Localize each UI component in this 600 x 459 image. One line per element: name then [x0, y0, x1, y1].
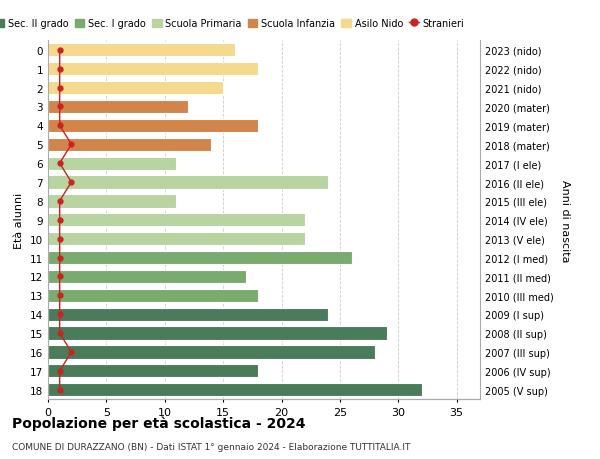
Bar	[48, 82, 223, 95]
Bar	[48, 63, 258, 76]
Bar	[48, 289, 258, 302]
Bar	[48, 176, 328, 189]
Bar	[48, 195, 176, 208]
Y-axis label: Anni di nascita: Anni di nascita	[560, 179, 570, 262]
Text: Popolazione per età scolastica - 2024: Popolazione per età scolastica - 2024	[12, 415, 305, 430]
Y-axis label: Età alunni: Età alunni	[14, 192, 25, 248]
Bar	[48, 346, 375, 359]
Bar	[48, 119, 258, 133]
Bar	[48, 138, 211, 151]
Bar	[48, 44, 235, 57]
Bar	[48, 364, 258, 378]
Bar	[48, 327, 386, 340]
Bar	[48, 101, 188, 114]
Bar	[48, 308, 328, 321]
Bar	[48, 233, 305, 246]
Bar	[48, 252, 352, 264]
Text: COMUNE DI DURAZZANO (BN) - Dati ISTAT 1° gennaio 2024 - Elaborazione TUTTITALIA.: COMUNE DI DURAZZANO (BN) - Dati ISTAT 1°…	[12, 442, 410, 451]
Bar	[48, 157, 176, 170]
Bar	[48, 214, 305, 227]
Bar	[48, 270, 247, 284]
Legend: Sec. II grado, Sec. I grado, Scuola Primaria, Scuola Infanzia, Asilo Nido, Stran: Sec. II grado, Sec. I grado, Scuola Prim…	[0, 15, 468, 33]
Bar	[48, 383, 422, 397]
